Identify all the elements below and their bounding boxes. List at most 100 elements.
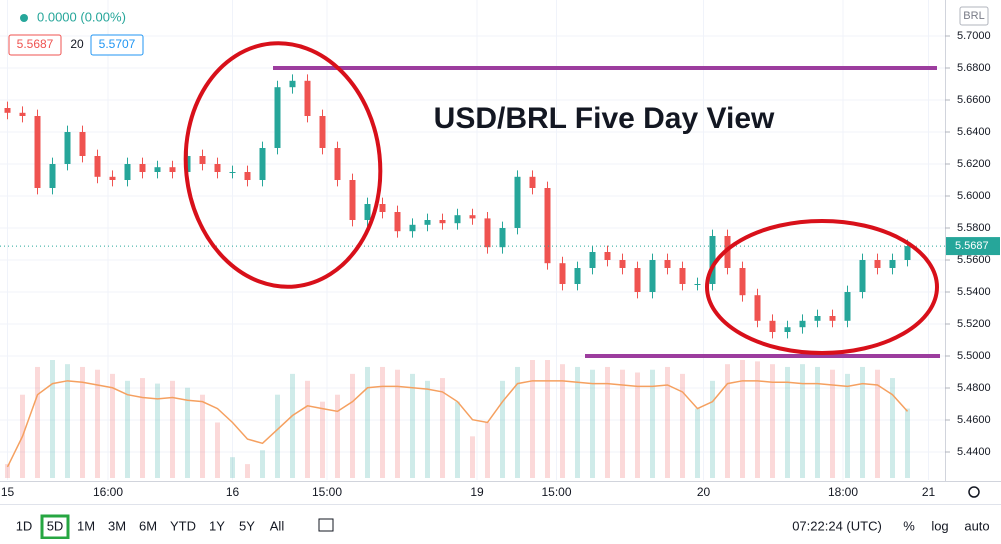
y-tick-label: 5.6800 xyxy=(957,62,991,74)
volume-bar xyxy=(530,360,535,478)
annotation-title: USD/BRL Five Day View xyxy=(434,102,775,135)
range-button[interactable]: 3M xyxy=(108,518,126,533)
volume-bar xyxy=(830,369,835,478)
volume-bar xyxy=(875,369,880,478)
volume-bar xyxy=(125,380,130,478)
candle-body xyxy=(904,246,911,260)
y-tick-label: 5.4600 xyxy=(957,414,991,426)
volume-bar xyxy=(890,378,895,478)
x-tick-label: 20 xyxy=(697,485,711,499)
percent-toggle[interactable]: % xyxy=(903,518,915,533)
ask-box xyxy=(90,34,144,56)
volume-bar xyxy=(905,408,910,478)
candle-body xyxy=(604,252,611,260)
volume-bar xyxy=(305,380,310,478)
volume-bar xyxy=(470,436,475,478)
candle-body xyxy=(109,176,116,180)
candle-body xyxy=(529,176,536,188)
log-toggle[interactable]: log xyxy=(931,518,948,533)
candle-body xyxy=(334,148,341,180)
date-range-icon[interactable] xyxy=(318,518,334,532)
volume-bar xyxy=(185,387,190,478)
x-tick-label: 15:00 xyxy=(312,485,342,499)
range-button[interactable]: 5D xyxy=(47,518,64,533)
candle-body xyxy=(439,220,446,224)
candle-body xyxy=(694,284,701,285)
volume-bar xyxy=(710,380,715,478)
volume-bar xyxy=(590,369,595,478)
y-tick-label: 5.5200 xyxy=(957,318,991,330)
bid-box xyxy=(8,34,62,56)
candle-body xyxy=(844,292,851,321)
candle-body xyxy=(829,316,836,321)
range-button[interactable]: All xyxy=(270,518,285,533)
ma-length: 20 xyxy=(70,37,84,51)
volume-bar xyxy=(665,366,670,478)
volume-bar xyxy=(350,373,355,478)
candle-body xyxy=(409,224,416,232)
volume-bar xyxy=(170,380,175,478)
volume-bar xyxy=(695,408,700,478)
volume-bar xyxy=(785,366,790,478)
volume-bar xyxy=(485,422,490,478)
range-button[interactable]: 1M xyxy=(77,518,95,533)
candle-body xyxy=(724,236,731,268)
auto-toggle[interactable]: auto xyxy=(964,518,989,533)
volume-bar xyxy=(290,373,295,478)
range-button[interactable]: 1Y xyxy=(209,518,225,533)
range-button[interactable]: YTD xyxy=(170,518,196,533)
toolbar: 1D 5D 1M 3M 6M YTD 1Y 5Y All xyxy=(16,514,285,540)
volume-bar xyxy=(80,366,85,478)
candle-body xyxy=(94,156,101,177)
candle-body xyxy=(424,220,431,225)
volume-bar xyxy=(605,366,610,478)
range-button[interactable]: 1D xyxy=(16,518,33,533)
volume-bar xyxy=(275,394,280,478)
volume-bar xyxy=(65,364,70,478)
y-tick-label: 5.6600 xyxy=(957,94,991,106)
candle-body xyxy=(394,212,401,232)
candle-body xyxy=(169,167,176,172)
volume-bar xyxy=(515,366,520,478)
volume-pane xyxy=(5,360,910,478)
volume-bar xyxy=(800,364,805,478)
candle-body xyxy=(289,80,296,88)
ask: 5.5707 xyxy=(99,37,136,51)
volume-bar xyxy=(230,457,235,478)
range-button[interactable]: 5Y xyxy=(239,518,255,533)
x-tick-label: 16:00 xyxy=(93,485,123,499)
candle-body xyxy=(619,260,626,268)
volume-bar xyxy=(455,401,460,478)
range-button[interactable]: 6M xyxy=(139,518,157,533)
candle-body xyxy=(319,116,326,148)
y-tick-label: 5.5600 xyxy=(957,254,991,266)
change: 0.0000 (0.00%) xyxy=(37,9,126,24)
y-tick-label: 5.7000 xyxy=(957,30,991,42)
volume-bar xyxy=(620,369,625,478)
y-tick-label: 5.4800 xyxy=(957,382,991,394)
candle-body xyxy=(544,188,551,264)
last-price-label: 5.5687 xyxy=(955,240,989,252)
settings-icon[interactable] xyxy=(968,486,980,498)
volume-bar xyxy=(95,369,100,478)
candle-body xyxy=(349,180,356,220)
volume-bar xyxy=(110,373,115,478)
volume-bar xyxy=(725,364,730,478)
candle-body xyxy=(469,215,476,219)
candle-body xyxy=(49,164,56,188)
volume-ma-line xyxy=(6,380,909,468)
candle-body xyxy=(154,167,161,172)
candle-body xyxy=(499,228,506,248)
y-tick-label: 5.5000 xyxy=(957,350,991,362)
candle-body xyxy=(784,327,791,332)
candle-body xyxy=(814,316,821,321)
volume-bar xyxy=(50,360,55,478)
range-active-box xyxy=(40,514,70,540)
volume-bar xyxy=(260,450,265,478)
volume-bar xyxy=(335,394,340,478)
candle-body xyxy=(709,236,716,284)
candle-body xyxy=(19,112,26,116)
candle-body xyxy=(139,164,146,172)
candle-body xyxy=(664,260,671,268)
